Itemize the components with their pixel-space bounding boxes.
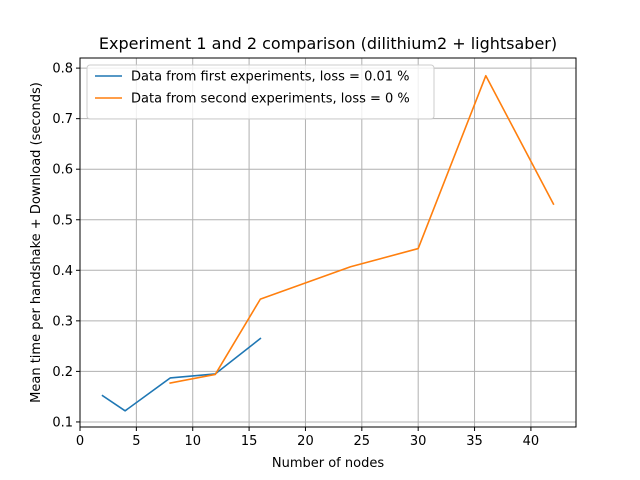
x-tick-label: 30 — [410, 434, 427, 449]
x-tick-label: 35 — [466, 434, 483, 449]
y-axis-label: Mean time per handshake + Download (seco… — [29, 82, 44, 403]
x-tick-label: 40 — [523, 434, 540, 449]
y-tick-label: 0.1 — [52, 415, 73, 430]
plot-area-frame — [79, 57, 577, 428]
series-line-2 — [169, 74, 555, 384]
y-tick-label: 0.7 — [52, 112, 73, 127]
x-tick-label: 15 — [241, 434, 258, 449]
x-tick-label: 25 — [354, 434, 371, 449]
chart-title: Experiment 1 and 2 comparison (dilithium… — [99, 34, 557, 53]
y-tick-label: 0.2 — [52, 365, 73, 380]
series-lines — [101, 74, 555, 412]
y-tick-label: 0.4 — [52, 264, 73, 279]
y-tick-label: 0.6 — [52, 163, 73, 178]
y-tick-label: 0.5 — [52, 213, 73, 228]
x-axis-label: Number of nodes — [272, 456, 384, 471]
axis-ticks: 0 5 10 15 20 25 30 35 40 0.1 0.2 0.3 0.4 0.5 0.6 0.7 0.8 — [52, 62, 539, 449]
y-tick-label: 0.3 — [52, 314, 73, 329]
x-tick-label: 5 — [132, 434, 140, 449]
x-tick-label: 20 — [297, 434, 314, 449]
x-tick-label: 10 — [184, 434, 201, 449]
x-tick-label: 0 — [76, 434, 84, 449]
legend-label: Data from second experiments, loss = 0 % — [131, 92, 410, 107]
legend-frame — [86, 64, 435, 120]
legend-label: Data from first experiments, loss = 0.01… — [131, 70, 410, 85]
y-tick-label: 0.8 — [52, 62, 73, 77]
legend: Data from first experiments, loss = 0.01… — [86, 64, 435, 120]
series-line-1 — [101, 337, 262, 412]
